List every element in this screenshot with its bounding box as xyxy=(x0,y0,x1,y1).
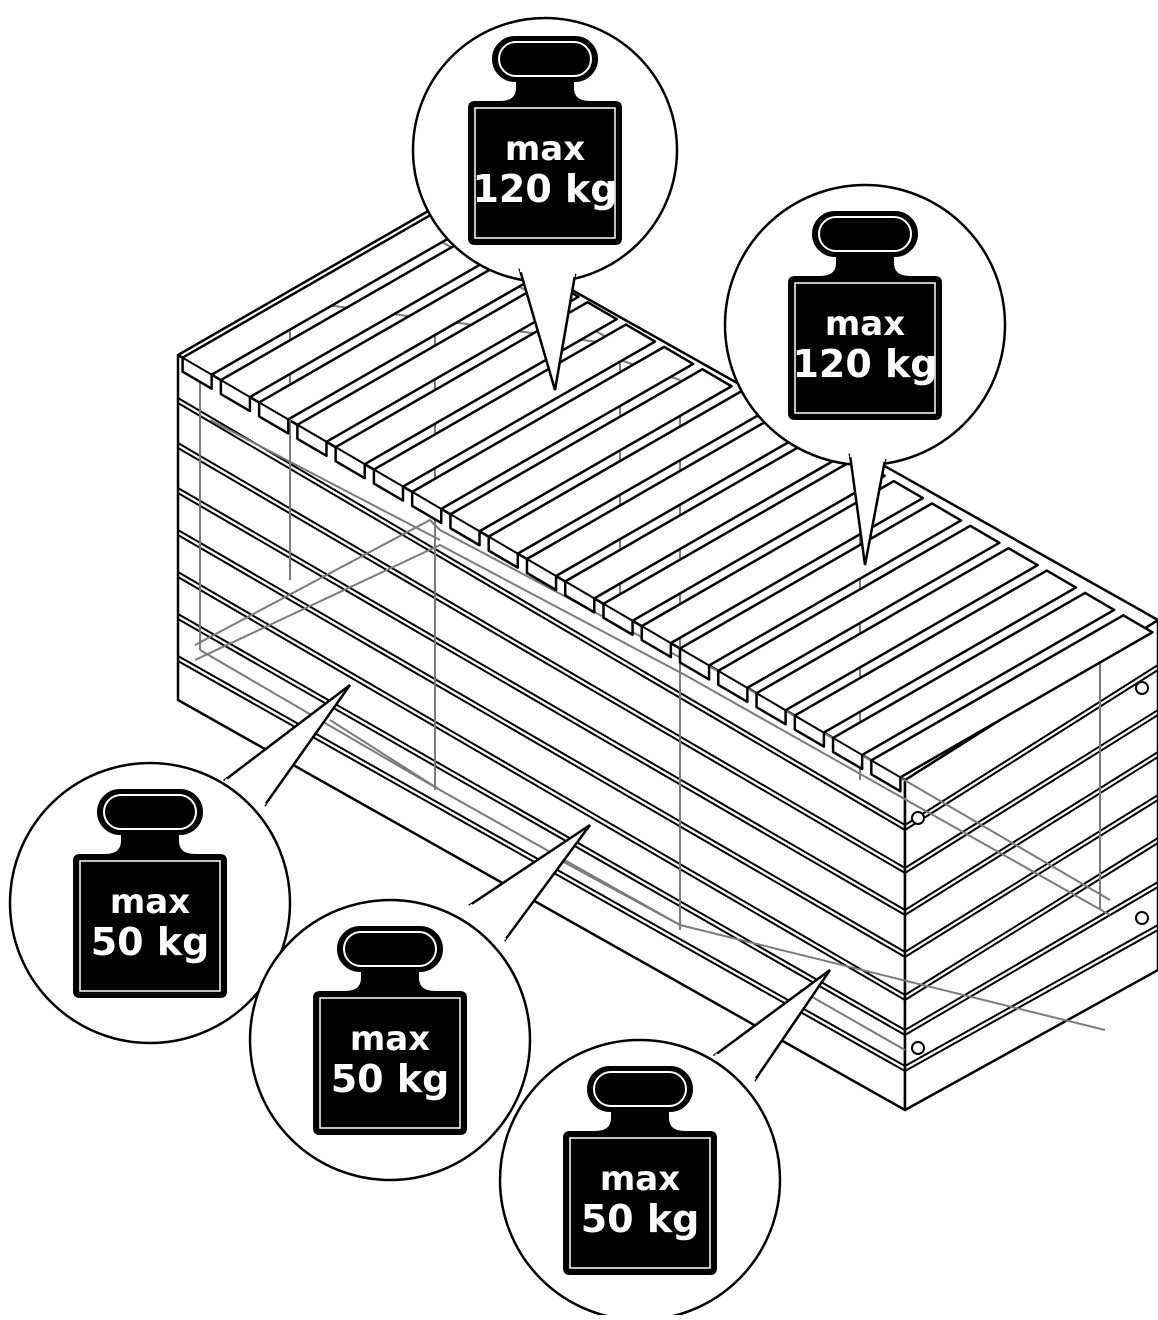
lid-slat xyxy=(449,368,733,547)
weight-label-value: 120 kg xyxy=(472,167,617,211)
lid-slat xyxy=(870,614,1154,793)
weight-label-value: 50 kg xyxy=(331,1057,450,1101)
weight-label-max: max xyxy=(600,1159,680,1199)
weight-label-value: 50 kg xyxy=(581,1197,700,1241)
lid-slat xyxy=(640,479,925,659)
screws xyxy=(911,681,1149,1055)
lid-slat xyxy=(678,502,963,681)
lid-slat xyxy=(372,323,657,502)
lid-slat xyxy=(793,569,1078,748)
lid-slat xyxy=(755,546,1039,726)
weight-label-max: max xyxy=(825,304,905,344)
lid-slat xyxy=(410,345,695,525)
weight-label-value: 120 kg xyxy=(792,342,937,386)
lid-slats xyxy=(181,211,1154,793)
weight-label-max: max xyxy=(350,1019,430,1059)
lid-slat xyxy=(831,591,1116,771)
weight-label-max: max xyxy=(110,882,190,922)
weight-label-max: max xyxy=(505,129,585,169)
weight-label-value: 50 kg xyxy=(91,920,210,964)
end-plank-seams xyxy=(904,664,1158,1072)
lid-slat xyxy=(717,524,1001,704)
